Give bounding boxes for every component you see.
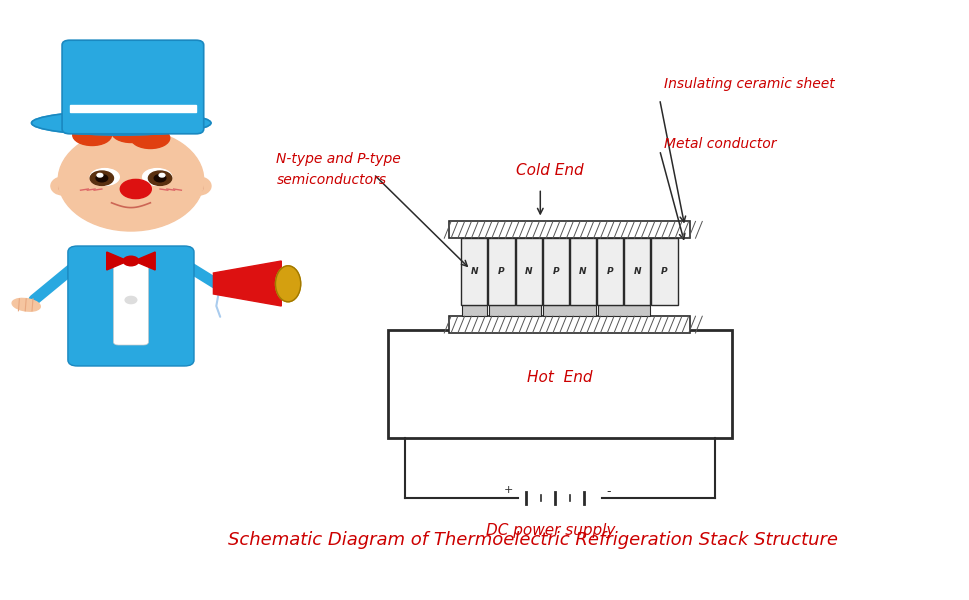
Text: +: + [504, 485, 513, 494]
FancyBboxPatch shape [62, 40, 203, 134]
Bar [624, 238, 676, 249]
Polygon shape [213, 261, 281, 306]
Ellipse shape [186, 177, 211, 195]
Text: P: P [661, 267, 667, 276]
Text: N: N [633, 267, 641, 276]
Bar [624, 238, 649, 305]
Text: Metal conductor: Metal conductor [664, 137, 776, 151]
Bar [516, 238, 568, 249]
Ellipse shape [111, 121, 150, 143]
Bar [487, 238, 514, 305]
Text: P: P [607, 267, 612, 276]
Bar [461, 305, 486, 316]
Text: N: N [578, 267, 586, 276]
Bar [596, 238, 622, 305]
Circle shape [154, 175, 166, 182]
Bar [543, 305, 595, 316]
FancyBboxPatch shape [113, 261, 148, 345]
Text: -: - [606, 485, 610, 499]
Circle shape [148, 171, 172, 185]
Text: P: P [498, 267, 504, 276]
Text: semiconductors: semiconductors [276, 173, 387, 187]
Text: N: N [524, 267, 532, 276]
Bar [449, 221, 689, 238]
Circle shape [90, 171, 113, 185]
Text: N-type and P-type: N-type and P-type [276, 152, 401, 166]
Bar [460, 238, 486, 305]
Ellipse shape [275, 266, 300, 302]
Circle shape [120, 179, 151, 199]
Ellipse shape [51, 177, 76, 195]
Text: P: P [552, 267, 558, 276]
Polygon shape [107, 252, 128, 270]
Ellipse shape [90, 169, 119, 185]
Bar [461, 238, 514, 249]
Bar [650, 238, 676, 305]
Ellipse shape [131, 127, 170, 149]
Text: Cold End: Cold End [516, 163, 583, 178]
Text: Insulating ceramic sheet: Insulating ceramic sheet [664, 77, 834, 91]
Text: Schematic Diagram of Thermoelectric Refrigeration Stack Structure: Schematic Diagram of Thermoelectric Refr… [229, 531, 837, 549]
Ellipse shape [142, 169, 172, 185]
FancyBboxPatch shape [68, 246, 194, 366]
Text: DC power supply: DC power supply [485, 523, 614, 539]
Circle shape [123, 256, 139, 266]
Bar [488, 305, 541, 316]
Ellipse shape [73, 125, 111, 146]
Circle shape [125, 296, 137, 304]
Bar [570, 238, 622, 249]
Circle shape [159, 173, 165, 177]
Ellipse shape [59, 182, 72, 193]
Bar [516, 238, 541, 305]
Text: Hot  End: Hot End [527, 370, 592, 385]
Ellipse shape [58, 129, 203, 231]
Bar [70, 105, 196, 112]
Bar [597, 305, 649, 316]
Circle shape [96, 175, 108, 182]
Text: N: N [470, 267, 478, 276]
Bar [449, 316, 689, 333]
Polygon shape [134, 252, 155, 270]
Bar [388, 330, 732, 438]
Bar [569, 238, 595, 305]
Circle shape [97, 173, 103, 177]
Ellipse shape [190, 182, 203, 193]
Ellipse shape [12, 298, 41, 311]
Ellipse shape [32, 111, 211, 135]
Bar [542, 238, 568, 305]
